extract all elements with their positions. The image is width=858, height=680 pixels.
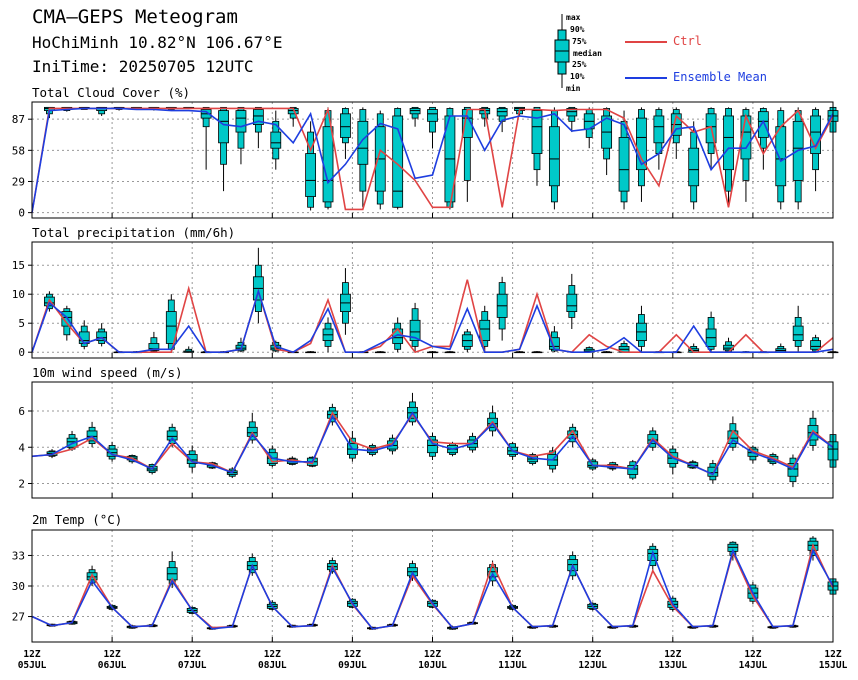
- box-p25-p75: [787, 463, 799, 477]
- legend-key-p75: 75%: [572, 37, 587, 46]
- ensemble-mean-line: [31, 288, 834, 354]
- box-p25-p75: [235, 110, 247, 133]
- y-tick-label: 33: [12, 549, 25, 562]
- y-tick-label: 0: [18, 346, 25, 359]
- legend-key-p90: 90%: [570, 25, 585, 34]
- box-p25-p75: [653, 115, 665, 144]
- x-hour-label: 12Z: [23, 649, 40, 660]
- box-p25-p75: [566, 108, 578, 117]
- x-hour-label: 12Z: [664, 649, 681, 660]
- x-date-label: 05JUL: [18, 660, 47, 671]
- x-hour-label: 12Z: [424, 649, 441, 660]
- y-tick-label: 4: [18, 441, 25, 454]
- box-p25-p75: [810, 340, 821, 350]
- init-time-label: IniTime: 20250705 12UTC: [32, 57, 254, 76]
- x-date-label: 12JUL: [578, 660, 607, 671]
- legend-box-glyph: [554, 14, 570, 88]
- x-date-label: 07JUL: [178, 660, 207, 671]
- box-p25-p75: [618, 137, 630, 192]
- legend-key-p10: 10%: [570, 72, 585, 81]
- box-p25-p75: [66, 437, 78, 448]
- y-tick-label: 0: [18, 207, 25, 220]
- box-p25-p75: [392, 115, 404, 208]
- box-p25-p75: [270, 131, 282, 149]
- box-p25-p75: [757, 111, 769, 138]
- x-hour-label: 12Z: [584, 649, 601, 660]
- box-p25-p75: [548, 126, 560, 187]
- box-p10-p90: [463, 106, 471, 181]
- box-p25-p75: [252, 109, 264, 125]
- box-p25-p75: [357, 120, 369, 165]
- ensemble-mean-line: [31, 107, 834, 213]
- box-p25-p75: [409, 108, 421, 115]
- box-p25-p75: [427, 439, 438, 454]
- box-p25-p75: [322, 126, 334, 203]
- box-p25-p75: [723, 115, 734, 171]
- x-hour-label: 12Z: [344, 649, 361, 660]
- y-tick-label: 6: [18, 405, 25, 418]
- box-p25-p75: [409, 319, 421, 341]
- x-date-label: 06JUL: [98, 660, 127, 671]
- box-p25-p75: [792, 325, 804, 342]
- box-p25-p75: [767, 455, 779, 463]
- y-tick-label: 29: [12, 175, 25, 188]
- y-tick-label: 10: [12, 288, 25, 301]
- x-hour-label: 12Z: [504, 649, 521, 660]
- x-hour-label: 12Z: [744, 649, 761, 660]
- x-hour-label: 12Z: [104, 649, 121, 660]
- box-p25-p75: [186, 454, 198, 464]
- panel-title: Total Cloud Cover (%): [32, 85, 190, 100]
- y-tick-label: 87: [12, 113, 25, 126]
- legend-ctrl-line: [625, 41, 667, 43]
- legend-mean-label: Ensemble Mean: [673, 70, 767, 84]
- x-hour-label: 12Z: [264, 649, 281, 660]
- panel-title: Total precipitation (mm/6h): [32, 225, 235, 240]
- x-date-label: 09JUL: [338, 660, 367, 671]
- ctrl-line: [31, 106, 834, 213]
- box-p25-p75: [148, 343, 160, 351]
- box-p25-p75: [627, 464, 639, 475]
- y-tick-label: 27: [12, 611, 25, 624]
- panel-title: 2m Temp (°C): [32, 512, 122, 527]
- x-date-label: 14JUL: [739, 660, 768, 671]
- meteogram-title: CMA—GEPS Meteogram: [32, 6, 238, 28]
- legend-key-max: max: [566, 13, 581, 22]
- y-tick-label: 58: [12, 144, 25, 157]
- legend-key-median: median: [573, 49, 602, 58]
- x-date-label: 10JUL: [418, 660, 447, 671]
- x-hour-label: 12Z: [824, 649, 841, 660]
- box-p25-p75: [340, 113, 351, 138]
- box-p25-p75: [166, 430, 178, 441]
- ensemble-mean-line: [31, 548, 834, 630]
- legend-key-p25: 25%: [572, 60, 587, 69]
- box-p25-p75: [636, 117, 647, 171]
- y-tick-label: 2: [18, 478, 25, 491]
- panel-title: 10m wind speed (m/s): [32, 365, 183, 380]
- x-date-label: 11JUL: [498, 660, 527, 671]
- legend-key-min: min: [566, 84, 581, 93]
- x-hour-label: 12Z: [184, 649, 201, 660]
- location-label: HoChiMinh 10.82°N 106.67°E: [32, 33, 283, 52]
- y-tick-label: 30: [12, 580, 25, 593]
- box-p25-p75: [427, 109, 438, 122]
- box-p25-p75: [96, 331, 108, 341]
- y-tick-label: 15: [12, 259, 25, 272]
- box-p25-p75: [688, 147, 700, 187]
- legend-ctrl-label: Ctrl: [673, 34, 702, 48]
- box-p25-p75: [810, 115, 821, 154]
- legend-mean-line: [625, 77, 667, 79]
- box-p25-p75: [775, 126, 787, 187]
- box-p25-p75: [165, 311, 177, 344]
- box-p25-p75: [218, 110, 229, 144]
- box-p25-p75: [531, 110, 543, 154]
- ensemble-mean-line: [31, 411, 834, 476]
- x-date-label: 13JUL: [658, 660, 687, 671]
- box-p25-p75: [566, 293, 578, 313]
- x-date-label: 08JUL: [258, 660, 287, 671]
- y-tick-label: 5: [18, 317, 25, 330]
- box-p25-p75: [305, 153, 317, 197]
- x-date-label: 15JUL: [819, 660, 848, 671]
- box-p25-p75: [496, 108, 508, 117]
